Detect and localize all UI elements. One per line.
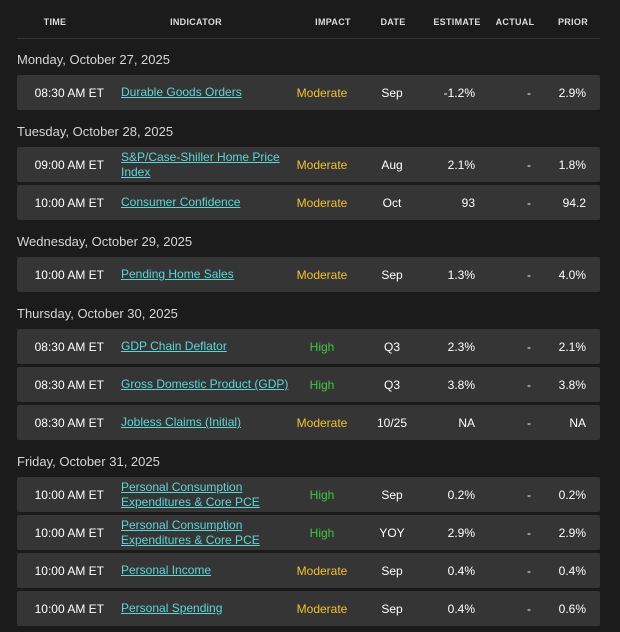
event-row: 10:00 AM ET Personal Spending Moderate Sep 0… <box>17 591 600 626</box>
prior: 0.4% <box>558 563 586 578</box>
column-header: DATE <box>380 17 406 27</box>
event-row: 10:00 AM ET Pending Home Sales Moderate Sep… <box>17 257 600 292</box>
prior: NA <box>569 415 586 430</box>
column-header: TIME <box>43 17 67 27</box>
event-row: 09:00 AM ET S&P/Case-Shiller Home Price I… <box>17 147 600 182</box>
estimate: -1.2% <box>443 85 475 100</box>
day-heading: Thursday, October 30, 2025 <box>17 306 178 321</box>
prior: 3.8% <box>558 377 586 392</box>
time: 10:00 AM ET <box>34 563 104 578</box>
estimate: 2.3% <box>447 339 475 354</box>
header-divider <box>17 38 600 39</box>
event-row: 10:00 AM ET Consumer Confidence Moderate Oc… <box>17 185 600 220</box>
time: 08:30 AM ET <box>34 339 104 354</box>
day-heading: Monday, October 27, 2025 <box>17 52 170 67</box>
indicator-link[interactable]: GDP Chain Deflator <box>121 339 227 353</box>
estimate: 1.3% <box>447 267 475 282</box>
indicator-link[interactable]: Consumer Confidence <box>121 195 241 209</box>
indicator-link[interactable]: Pending Home Sales <box>121 267 234 281</box>
estimate: 0.4% <box>447 601 475 616</box>
column-header: IMPACT <box>315 17 351 27</box>
column-header: ESTIMATE <box>433 17 481 27</box>
time: 09:00 AM ET <box>34 157 104 172</box>
estimate: 0.4% <box>447 563 475 578</box>
prior: 94.2 <box>562 195 586 210</box>
time: 10:00 AM ET <box>34 601 104 616</box>
prior: 2.9% <box>558 85 586 100</box>
prior: 2.9% <box>558 525 586 540</box>
indicator-link[interactable]: Jobless Claims (Initial) <box>121 415 242 429</box>
estimate: 3.8% <box>447 377 475 392</box>
column-header: ACTUAL <box>495 17 535 27</box>
prior: 1.8% <box>558 157 586 172</box>
time: 08:30 AM ET <box>34 85 104 100</box>
time: 10:00 AM ET <box>34 525 104 540</box>
indicator-link[interactable]: S&P/Case-Shiller Home Price Index <box>121 149 280 179</box>
time: 10:00 AM ET <box>34 195 104 210</box>
prior: 4.0% <box>558 267 586 282</box>
estimate: 93 <box>461 195 475 210</box>
estimate: NA <box>458 415 475 430</box>
day-heading: Friday, October 31, 2025 <box>17 454 160 469</box>
indicator-link[interactable]: Personal Consumption Expenditures & Core… <box>121 479 260 509</box>
event-row: 08:30 AM ET Jobless Claims (Initial) Moder… <box>17 405 600 440</box>
indicator-link[interactable]: Durable Goods Orders <box>121 85 242 99</box>
time: 10:00 AM ET <box>34 267 104 282</box>
event-row: 10:00 AM ET Personal Consumption Expendit… <box>17 515 600 550</box>
prior: 0.6% <box>558 601 586 616</box>
estimate: 2.9% <box>447 525 475 540</box>
event-row: 10:00 AM ET Personal Consumption Expendit… <box>17 477 600 512</box>
time: 10:00 AM ET <box>34 487 104 502</box>
estimate: 2.1% <box>447 157 475 172</box>
event-row: 08:30 AM ET Durable Goods Orders Moderate S… <box>17 75 600 110</box>
estimate: 0.2% <box>447 487 475 502</box>
indicator-link[interactable]: Personal Spending <box>121 601 223 615</box>
event-row: 08:30 AM ET GDP Chain Deflator High Q3 2.3% -… <box>17 329 600 364</box>
indicator-link[interactable]: Personal Consumption Expenditures & Core… <box>121 517 260 547</box>
prior: 0.2% <box>558 487 586 502</box>
event-row: 08:30 AM ET Gross Domestic Product (GDP) H… <box>17 367 600 402</box>
prior: 2.1% <box>558 339 586 354</box>
day-heading: Tuesday, October 28, 2025 <box>17 124 174 139</box>
column-header: INDICATOR <box>170 17 222 27</box>
time: 08:30 AM ET <box>34 415 104 430</box>
day-heading: Wednesday, October 29, 2025 <box>17 234 193 249</box>
column-header: PRIOR <box>557 17 589 27</box>
indicator-link[interactable]: Personal Income <box>121 563 212 577</box>
indicator-link[interactable]: Gross Domestic Product (GDP) <box>121 377 289 391</box>
event-row: 10:00 AM ET Personal Income Moderate Sep 0.4… <box>17 553 600 588</box>
time: 08:30 AM ET <box>34 377 104 392</box>
